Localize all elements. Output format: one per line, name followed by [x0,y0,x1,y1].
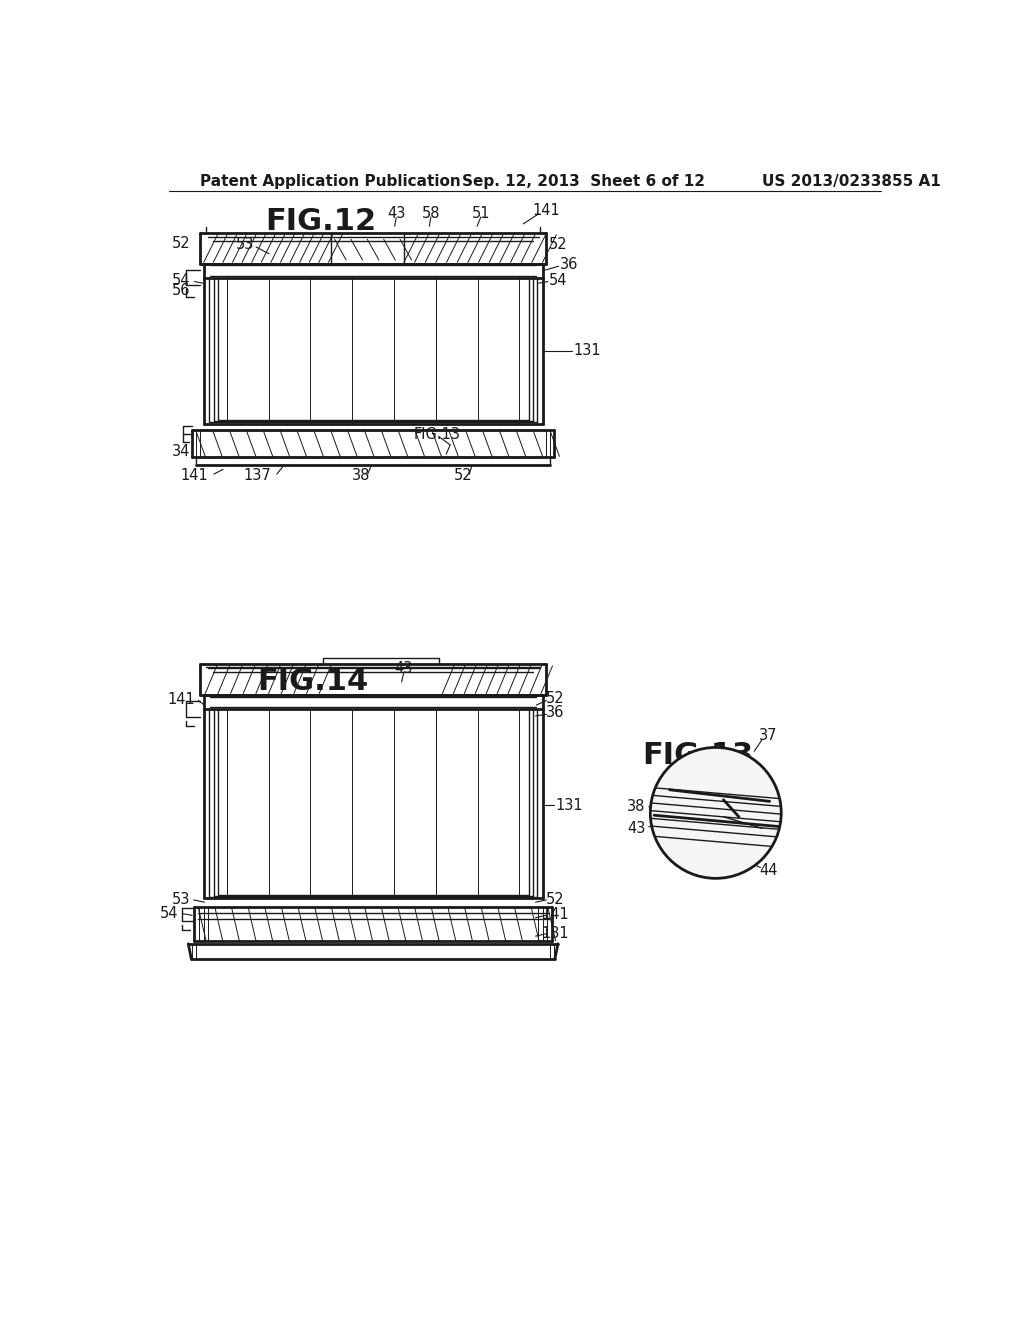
Text: 43: 43 [628,821,646,836]
Text: 34: 34 [172,444,190,458]
Text: 51: 51 [472,206,490,222]
Text: 52: 52 [546,692,565,706]
Text: 131: 131 [542,927,569,941]
Text: 38: 38 [628,799,646,814]
Text: FIG.12: FIG.12 [265,207,377,236]
Text: 131: 131 [556,797,584,813]
Text: 52: 52 [172,235,190,251]
Text: 58: 58 [422,206,440,222]
Text: 43: 43 [394,660,413,676]
Text: 36: 36 [547,705,565,721]
Circle shape [650,747,781,878]
Text: 141: 141 [532,203,560,218]
Text: FIG.13: FIG.13 [643,741,754,770]
Text: 53: 53 [236,238,254,252]
Text: 141: 141 [180,469,208,483]
Text: FIG.14: FIG.14 [258,668,369,697]
Text: 53: 53 [172,891,190,907]
Text: 54: 54 [549,272,567,288]
Text: 43: 43 [387,206,406,222]
Text: US 2013/0233855 A1: US 2013/0233855 A1 [762,174,941,189]
Text: Patent Application Publication: Patent Application Publication [200,174,461,189]
Text: 141: 141 [542,907,569,923]
Text: 37: 37 [759,729,777,743]
Text: 44: 44 [759,863,777,878]
Text: 137: 137 [244,469,271,483]
Text: 56: 56 [172,284,190,298]
Text: 52: 52 [454,469,472,483]
Text: 131: 131 [573,343,601,359]
Text: 38: 38 [352,469,371,483]
Text: 52: 52 [546,891,565,907]
Text: 54: 54 [172,272,190,288]
Text: 36: 36 [560,257,579,272]
Text: 141: 141 [168,692,196,708]
Text: Sep. 12, 2013  Sheet 6 of 12: Sep. 12, 2013 Sheet 6 of 12 [462,174,705,189]
Text: FIG.13: FIG.13 [414,426,461,442]
Text: 54: 54 [160,906,178,920]
Text: 52: 52 [549,238,567,252]
